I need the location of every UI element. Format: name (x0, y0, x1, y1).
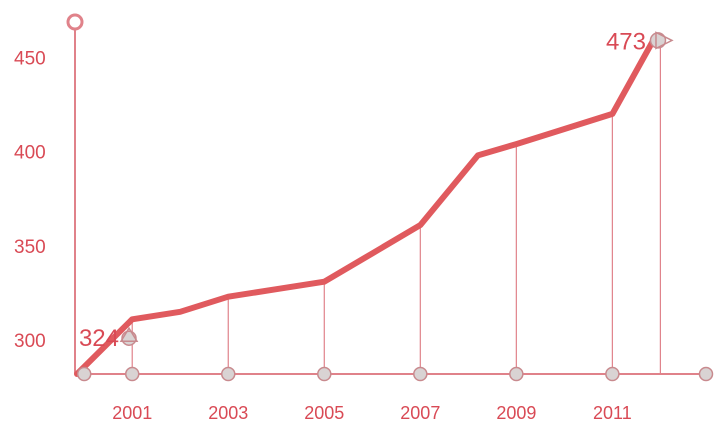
axis-marker (317, 366, 332, 382)
axis-end-marker (698, 366, 714, 382)
y-tick-label: 400 (14, 143, 46, 164)
axis-marker (124, 366, 140, 382)
axis-marker (413, 366, 428, 382)
y-axis-end-circle (66, 13, 84, 31)
end-triangle-icon (655, 31, 674, 50)
start-point-marker (121, 330, 137, 346)
x-tick-label: 2007 (400, 403, 440, 421)
x-tick-label: 2005 (304, 403, 344, 421)
axis-marker (605, 366, 620, 382)
axis-marker (76, 366, 92, 382)
x-tick-label: 2003 (208, 403, 248, 421)
axis-marker (220, 366, 236, 382)
y-tick-label: 300 (14, 331, 46, 352)
x-tick-label: 2001 (112, 403, 152, 421)
start-value-label: 324 (79, 325, 119, 352)
series-line (74, 37, 657, 377)
x-tick-label: 2011 (593, 403, 632, 421)
start-triangle-icon (119, 326, 139, 342)
y-tick-label: 450 (14, 48, 46, 69)
end-value-label: 473 (606, 28, 646, 55)
axis-marker (509, 366, 524, 382)
x-tick-label: 2009 (496, 403, 536, 421)
end-point-marker (649, 32, 667, 49)
y-tick-label: 350 (14, 237, 46, 258)
